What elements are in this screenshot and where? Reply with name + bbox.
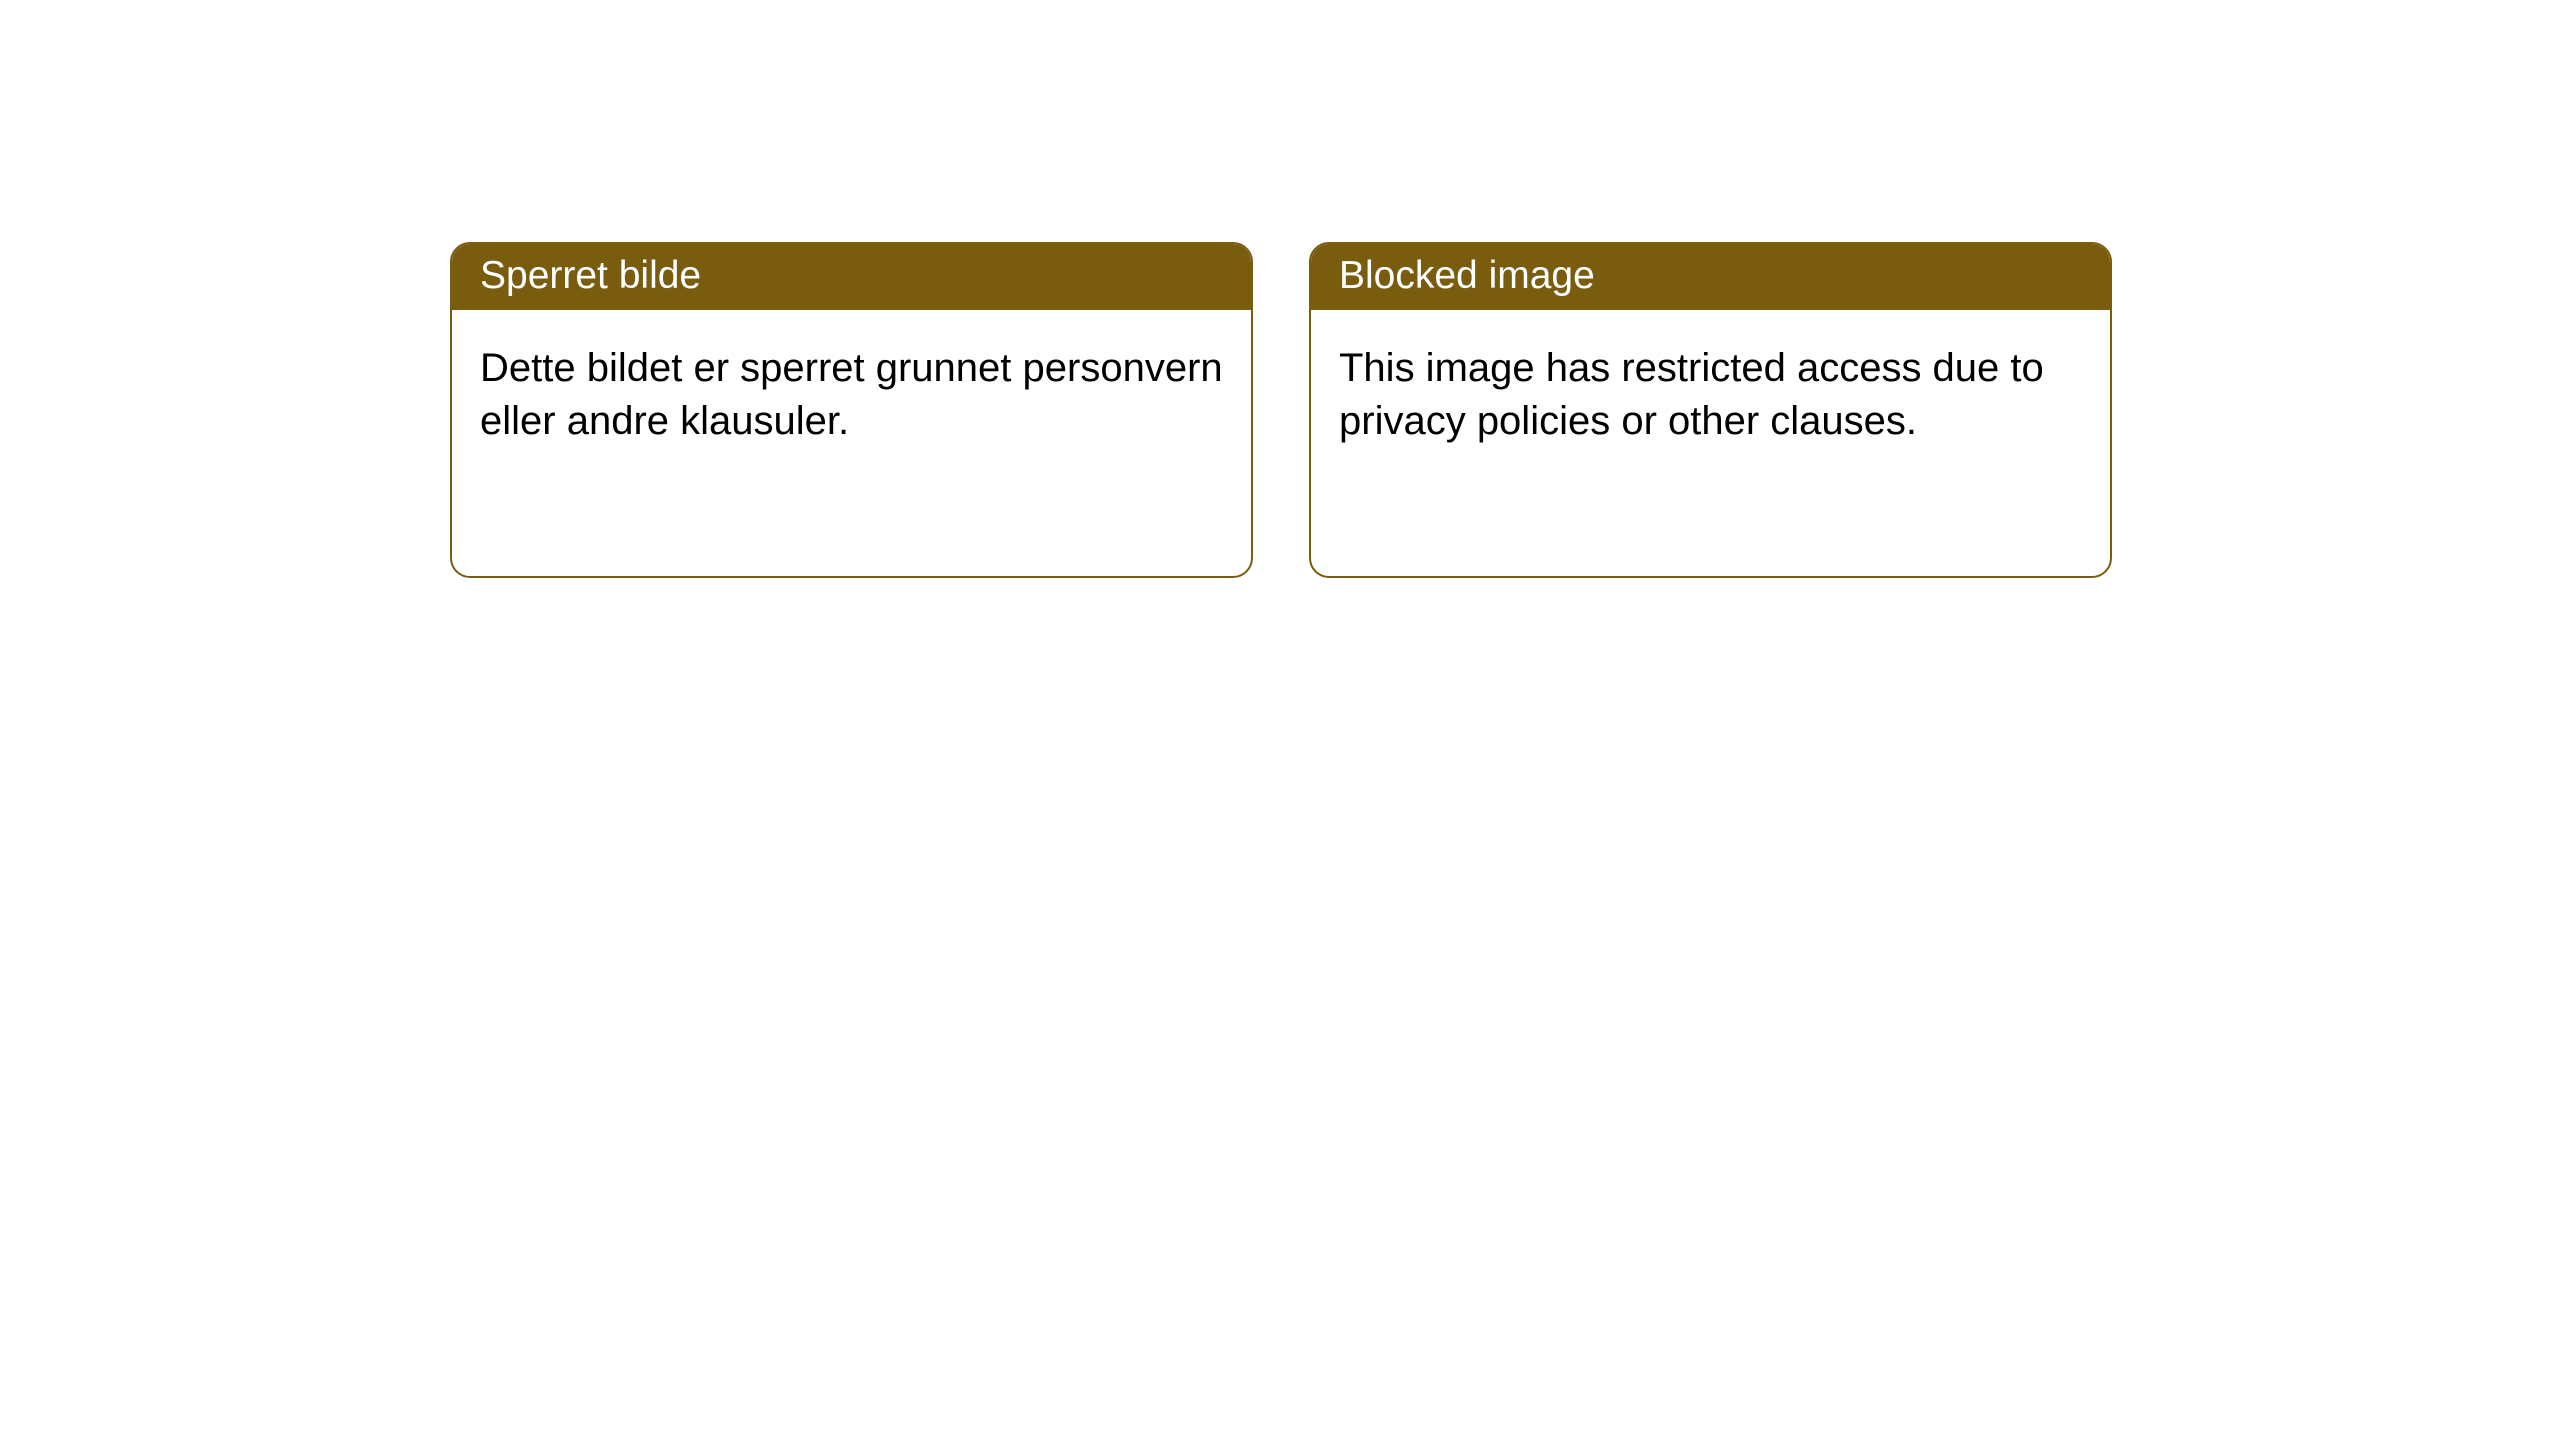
notice-container: Sperret bilde Dette bildet er sperret gr… <box>0 0 2560 578</box>
notice-header: Blocked image <box>1311 244 2110 310</box>
notice-body: This image has restricted access due to … <box>1311 310 2110 480</box>
notice-header: Sperret bilde <box>452 244 1251 310</box>
notice-body: Dette bildet er sperret grunnet personve… <box>452 310 1251 480</box>
notice-box-norwegian: Sperret bilde Dette bildet er sperret gr… <box>450 242 1253 578</box>
notice-box-english: Blocked image This image has restricted … <box>1309 242 2112 578</box>
